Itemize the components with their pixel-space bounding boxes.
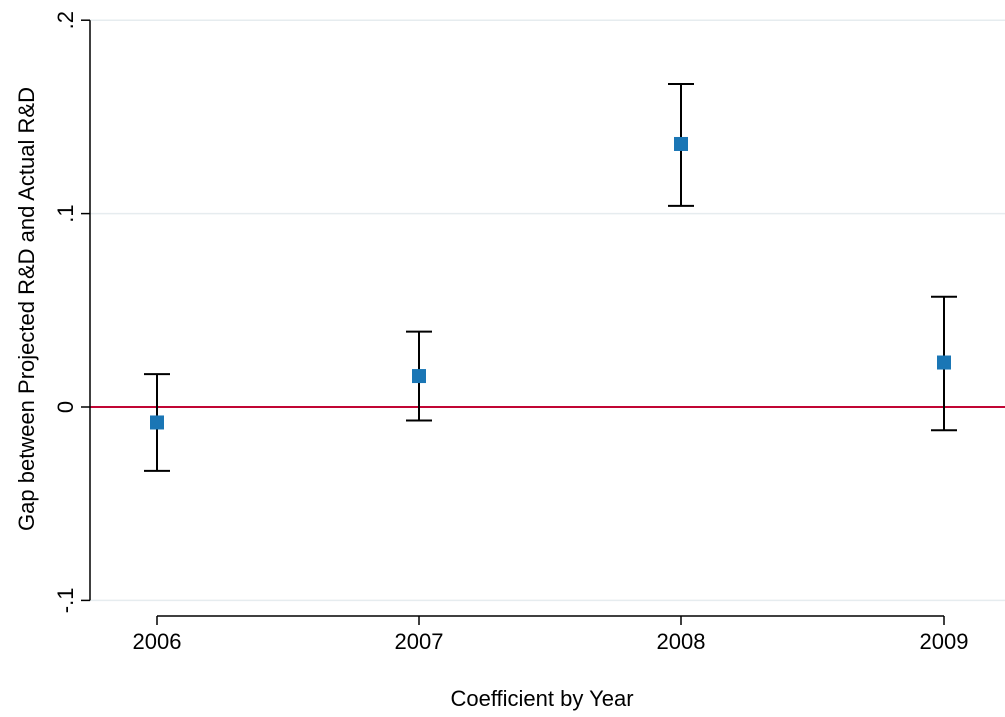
data-point-2007 [412,369,426,384]
x-tick-label-2: 2008 [657,629,706,654]
grid-lines [90,19,1005,602]
data-points [150,136,951,430]
y-tick-label-0: -.1 [53,588,78,614]
error-bars [144,83,957,472]
x-tick-label-1: 2007 [395,629,444,654]
data-point-2009 [937,355,951,370]
y-tick-label-1: 0 [53,401,78,413]
x-ticks: 2006 2007 2008 2009 [133,616,969,654]
y-axis-title: Gap between Projected R&D and Actual R&D [14,87,39,531]
y-tick-label-2: .1 [53,204,78,222]
x-tick-label-0: 2006 [133,629,182,654]
y-tick-label-3: .2 [53,11,78,29]
x-tick-label-3: 2009 [920,629,969,654]
x-axis-title: Coefficient by Year [450,686,633,711]
data-point-2006 [150,415,164,430]
data-point-2008 [674,136,688,151]
axes [89,20,944,617]
y-ticks: -.1 0 .1 .2 [53,11,90,613]
